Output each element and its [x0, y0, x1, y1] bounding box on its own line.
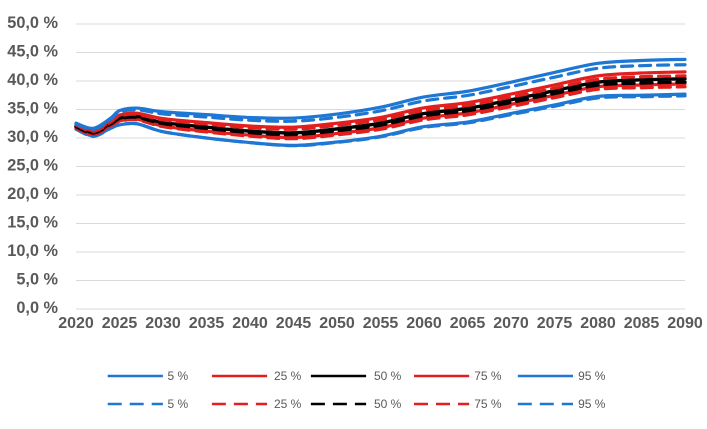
svg-text:50 %: 50 %	[374, 369, 402, 383]
svg-text:50,0 %: 50,0 %	[7, 14, 58, 32]
svg-text:40,0 %: 40,0 %	[7, 71, 58, 89]
svg-text:50 %: 50 %	[374, 397, 402, 411]
svg-text:2050: 2050	[319, 315, 355, 332]
svg-text:20,0 %: 20,0 %	[7, 185, 58, 203]
svg-text:25 %: 25 %	[274, 369, 302, 383]
svg-text:2070: 2070	[493, 315, 529, 332]
svg-text:2045: 2045	[276, 315, 312, 332]
svg-text:75 %: 75 %	[474, 397, 502, 411]
svg-text:30,0 %: 30,0 %	[7, 128, 58, 146]
svg-text:25,0 %: 25,0 %	[7, 157, 58, 175]
svg-text:2085: 2085	[624, 315, 660, 332]
svg-text:15,0 %: 15,0 %	[7, 214, 58, 232]
svg-text:2035: 2035	[189, 315, 225, 332]
svg-text:2055: 2055	[363, 315, 399, 332]
svg-text:5 %: 5 %	[168, 397, 189, 411]
svg-text:2080: 2080	[580, 315, 616, 332]
svg-text:45,0 %: 45,0 %	[7, 43, 58, 61]
svg-text:2030: 2030	[145, 315, 181, 332]
svg-text:95 %: 95 %	[578, 397, 606, 411]
svg-text:2040: 2040	[232, 315, 268, 332]
svg-text:2025: 2025	[102, 315, 138, 332]
svg-text:75 %: 75 %	[474, 369, 502, 383]
svg-text:35,0 %: 35,0 %	[7, 100, 58, 118]
svg-text:0,0 %: 0,0 %	[16, 299, 58, 317]
svg-text:5,0 %: 5,0 %	[16, 271, 58, 289]
svg-text:95 %: 95 %	[578, 369, 606, 383]
svg-text:2065: 2065	[450, 315, 486, 332]
svg-text:2090: 2090	[667, 315, 703, 332]
svg-text:2060: 2060	[406, 315, 442, 332]
svg-text:10,0 %: 10,0 %	[7, 242, 58, 260]
svg-text:5 %: 5 %	[168, 369, 189, 383]
svg-text:2020: 2020	[58, 315, 94, 332]
svg-text:25 %: 25 %	[274, 397, 302, 411]
svg-text:2075: 2075	[537, 315, 573, 332]
